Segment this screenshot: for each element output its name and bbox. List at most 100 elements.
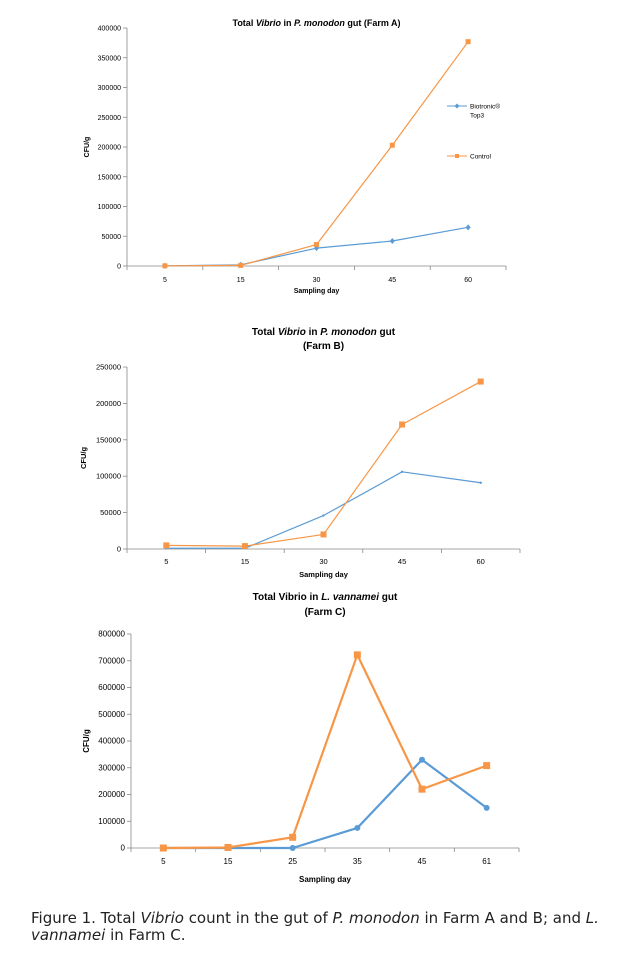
y-tick-label: 100000 (96, 472, 121, 481)
caption-part: in Farm C. (105, 926, 186, 944)
title-part: Total (252, 327, 278, 338)
x-tick-label: 25 (288, 857, 297, 866)
x-axis-label: Sampling day (294, 288, 340, 295)
chart-farm-b: Total Vibrio in P. monodon gut (Farm B) 0 5… (79, 327, 521, 579)
y-tick-label: 200000 (96, 399, 121, 408)
legend-label: Biotronic® (470, 103, 500, 111)
data-point (322, 514, 325, 517)
x-tick-label: 45 (418, 857, 427, 866)
legend-label: Top3 (470, 113, 484, 120)
x-axis-label: Sampling day (299, 875, 352, 884)
data-point (465, 39, 471, 45)
title-part: gut (379, 592, 398, 603)
y-tick-label: 300000 (98, 85, 121, 92)
x-tick-label: 61 (482, 857, 491, 866)
y-tick-label: 600000 (98, 683, 125, 692)
data-point (162, 263, 168, 269)
charts-canvas: Total Vibrio in P. monodon gut (Farm A) 0… (79, 18, 521, 884)
data-point (159, 844, 167, 852)
y-tick-label: 500000 (98, 710, 125, 719)
title-part: P. monodon (294, 18, 345, 28)
chart-farm-a: Total Vibrio in P. monodon gut (Farm A) 0… (84, 18, 507, 295)
y-axis-label: CFU/g (82, 729, 91, 753)
title-part: in (281, 18, 294, 28)
caption-part: count in the gut of (183, 909, 333, 927)
y-tick-label: 100000 (98, 204, 121, 211)
data-point (389, 142, 395, 148)
y-tick-label: 400000 (98, 26, 121, 33)
y-tick-label: 400000 (98, 737, 125, 746)
data-point (320, 531, 327, 538)
y-axis-label: CFU/g (79, 447, 88, 469)
chart-farm-c: Total Vibrio in L. vannamei gut (Farm C) 0… (82, 592, 520, 884)
y-tick-label: 50000 (102, 234, 122, 241)
series-line (163, 758, 488, 850)
data-point (163, 542, 170, 549)
x-tick-label: 60 (464, 277, 472, 284)
y-tick-label: 150000 (98, 174, 121, 181)
y-tick-label: 0 (121, 844, 126, 853)
x-tick-label: 5 (161, 857, 166, 866)
data-point (483, 804, 490, 811)
title-part: Total (232, 18, 255, 28)
legend-marker (454, 103, 460, 109)
x-tick-label: 60 (477, 557, 485, 566)
legend-marker (455, 154, 459, 158)
data-point (224, 843, 232, 851)
x-tick-label: 5 (163, 277, 167, 284)
caption-part: L. vannamei (31, 909, 599, 944)
y-tick-label: 250000 (98, 115, 121, 122)
chart-title: Total Vibrio in L. vannamei gut (253, 592, 398, 603)
caption-part: Vibrio (140, 909, 184, 927)
chart-subtitle: (Farm C) (304, 607, 345, 618)
data-point (241, 543, 248, 550)
x-tick-label: 15 (237, 277, 245, 284)
y-tick-label: 200000 (98, 145, 121, 152)
x-tick-label: 15 (241, 557, 249, 566)
caption-part: in Farm A and B; and (419, 909, 586, 927)
legend-label: Control (470, 154, 492, 161)
caption-part: Figure 1. Total (31, 909, 141, 927)
series-line (163, 653, 488, 850)
title-part: in (306, 327, 320, 338)
title-part: Vibrio (278, 327, 306, 338)
y-tick-label: 150000 (96, 435, 121, 444)
figure-caption: Figure 1. Total Vibrio count in the gut … (31, 910, 601, 944)
data-point (289, 845, 296, 851)
data-point (465, 224, 471, 231)
x-tick-label: 5 (164, 557, 168, 566)
y-tick-label: 250000 (96, 363, 121, 372)
data-point (483, 762, 491, 770)
y-tick-label: 700000 (98, 656, 125, 665)
y-tick-label: 200000 (98, 790, 125, 799)
data-point (400, 470, 404, 474)
y-tick-label: 0 (117, 545, 121, 554)
x-tick-label: 45 (398, 557, 406, 566)
y-tick-label: 100000 (98, 817, 125, 826)
y-tick-label: 300000 (98, 763, 125, 772)
data-point (314, 242, 319, 248)
data-point (389, 238, 395, 245)
chart-title: Total Vibrio in P. monodon gut (252, 327, 396, 338)
x-axis-label: Sampling day (299, 570, 349, 579)
data-point (419, 756, 425, 763)
title-part: P. monodon (320, 327, 376, 338)
data-point (418, 785, 426, 793)
data-point (238, 262, 244, 268)
y-tick-label: 350000 (98, 55, 121, 62)
y-tick-label: 800000 (98, 630, 125, 639)
title-part: Vibrio (256, 18, 282, 28)
x-tick-label: 30 (313, 277, 321, 284)
data-point (354, 824, 361, 831)
y-tick-label: 50000 (100, 508, 121, 517)
caption-part: P. monodon (332, 909, 420, 927)
y-axis-label: CFU/g (84, 137, 91, 158)
title-part: L. vannamei (321, 592, 379, 603)
title-part: gut (377, 327, 396, 338)
title-part: Total Vibrio in (253, 592, 322, 603)
data-point (479, 481, 482, 484)
chart-subtitle: (Farm B) (303, 341, 344, 352)
x-tick-label: 35 (353, 857, 362, 866)
data-point (353, 651, 361, 659)
series-line (166, 381, 481, 547)
